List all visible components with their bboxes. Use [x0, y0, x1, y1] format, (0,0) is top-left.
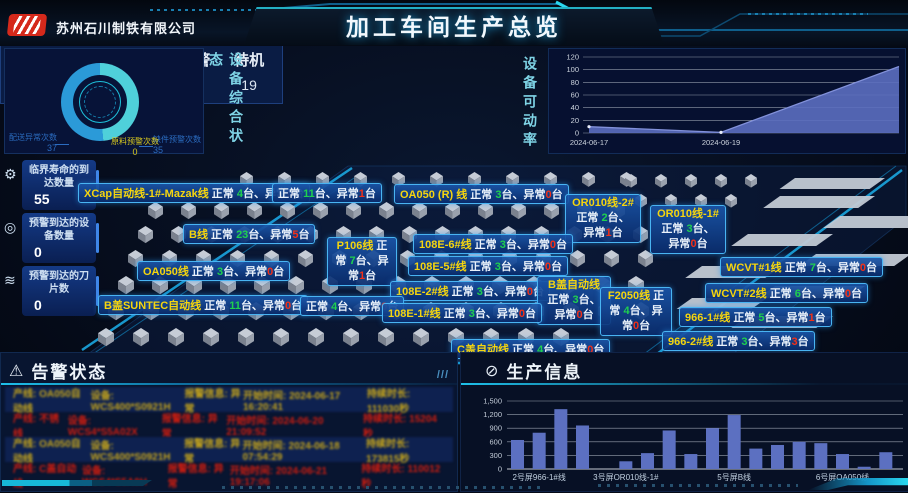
line-chip-P106线[interactable]: P106线 正常 7台、异常1台	[327, 237, 397, 286]
alarm-panel: ⚠ 告警状态 /// 产线: OA050自动线 设备: WCS400*S0921H…	[0, 352, 458, 492]
line-chip-OR010线-2#[interactable]: OR010线-2# 正常 2台、异常1台	[565, 194, 641, 243]
stat-card-critical-life: 临界寿命的到达数量 55	[22, 160, 99, 210]
decor-slashes: ///	[436, 369, 449, 381]
donut-chart	[61, 63, 139, 141]
line-chip-partial-1[interactable]: 正常 11台、异常1台	[272, 183, 382, 203]
line-chip-OR010线-1#[interactable]: OR010线-1# 正常 3台、异常0台	[650, 205, 726, 254]
svg-text:600: 600	[489, 437, 502, 446]
svg-text:5号屏B线: 5号屏B线	[717, 472, 751, 482]
alarm-row: 产线: 不锈线 设备: WCS4*S5A02X 报警信息: 异常 开始时间: 2024…	[13, 413, 437, 440]
svg-text:300: 300	[489, 451, 502, 460]
line-chip-OA050线[interactable]: OA050线 正常 3台、异常0台	[137, 261, 291, 281]
line-chip-108E-2#线[interactable]: 108E-2#线 正常 3台、异常0台	[390, 281, 550, 301]
page-title: 加工车间生产总览	[346, 14, 562, 40]
alarm-panel-title: 告警状态	[31, 363, 108, 382]
svg-text:6号屏OA050线: 6号屏OA050线	[816, 472, 869, 482]
svg-text:900: 900	[489, 424, 502, 433]
device-status-donut-panel: 配送异常次数 37 缺件预警次数 35 原料预警次数 0	[4, 48, 204, 157]
svg-text:60: 60	[571, 91, 579, 100]
header: 苏州石川制铁有限公司 加工车间生产总览	[0, 0, 908, 46]
alarm-row: 产线: OA050自动线 设备: WCS400*S0921H 报警信息: 异常 开始时…	[5, 437, 453, 465]
line-chip-F2050线[interactable]: F2050线 正常 4台、异常0台	[600, 287, 672, 336]
production-panel-title: 生产信息	[506, 363, 583, 382]
donut-label-material: 原料预警次数 0	[111, 137, 159, 158]
decor-scrollbar[interactable]	[2, 480, 152, 486]
panel-underline	[461, 383, 908, 385]
donut-hole	[73, 75, 127, 129]
production-bar-chart: 0 300 600 900 1,200 1,500 2号屏966-1#线 3号屏OR010线-…	[483, 397, 903, 482]
layers-icon: ≋	[4, 272, 16, 288]
svg-text:0: 0	[498, 465, 502, 474]
gear-icon: ⚙	[4, 166, 17, 182]
production-panel: ⊘ 生产信息 0 300 600 900 1,200 1,500 2号屏966-1#线 3号屏…	[460, 352, 908, 492]
svg-text:3号屏OR010线-1#: 3号屏OR010线-1#	[593, 472, 659, 482]
line-chip-B盖自动线[interactable]: B盖自动线 正常 3台、异常0台	[537, 276, 611, 325]
company-name: 苏州石川制铁有限公司	[56, 21, 197, 36]
svg-text:2024-06-17: 2024-06-17	[570, 138, 608, 147]
svg-text:1,500: 1,500	[483, 397, 502, 406]
decor-dotline	[222, 486, 542, 489]
svg-text:80: 80	[571, 78, 579, 87]
svg-text:120: 120	[566, 53, 579, 62]
line-chip-108E-6#线[interactable]: 108E-6#线 正常 3台、异常0台	[413, 234, 573, 254]
svg-text:40: 40	[571, 103, 579, 112]
line-chip-108E-5#线[interactable]: 108E-5#线 正常 3台、异常0台	[408, 256, 568, 276]
no-entry-icon: ⊘	[485, 362, 499, 380]
line-chip-966-2#线[interactable]: 966-2#线 正常 3台、异常3台	[662, 331, 815, 351]
device-status-vertical-label: 设备综合状态	[208, 52, 244, 147]
donut-label-missing: 缺件预警次数 35	[153, 135, 201, 156]
warning-icon: ⚠	[9, 362, 24, 380]
svg-text:2024-06-19: 2024-06-19	[702, 138, 740, 147]
line-chip-108E-1#线[interactable]: 108E-1#线 正常 3台、异常0台	[382, 303, 542, 323]
donut-connector	[55, 144, 69, 145]
line-chip-B盖SUNTEC自动线[interactable]: B盖SUNTEC自动线 正常 11台、异常0台	[98, 295, 309, 315]
line-chip-B线[interactable]: B线 正常 23台、异常5台	[183, 224, 316, 244]
svg-text:0: 0	[575, 129, 579, 138]
page-title-plate: 加工车间生产总览	[244, 7, 664, 45]
availability-vertical-label: 设备可动率	[522, 56, 538, 151]
company-logo	[6, 14, 48, 36]
alarm-row: 产线: OA050自动线 设备: WCS400*S0921H 报警信息: 异常 开始时…	[5, 387, 453, 415]
svg-text:100: 100	[566, 65, 579, 74]
line-chip-WCVT#2线[interactable]: WCVT#2线 正常 6台、异常0台	[705, 283, 868, 303]
alarm-rows: 产线: OA050自动线 设备: WCS400*S0921H 报警信息: 异常 开始时…	[5, 387, 453, 490]
donut-connector	[139, 146, 153, 147]
camera-icon: ◎	[4, 219, 17, 235]
donut-label-delivery: 配送异常次数 37	[9, 133, 57, 154]
line-chip-OA050 (R) 线[interactable]: OA050 (R) 线 正常 3台、异常0台	[394, 184, 569, 204]
line-chip-XCap自动线-1#-Mazak线[interactable]: XCap自动线-1#-Mazak线 正常 4台、异常0台	[78, 183, 311, 203]
decor-dotline	[598, 484, 798, 487]
svg-text:2号屏966-1#线: 2号屏966-1#线	[512, 472, 565, 482]
svg-text:20: 20	[571, 116, 579, 125]
line-chip-966-1#线[interactable]: 966-1#线 正常 5台、异常1台	[679, 307, 832, 327]
donut-decor-ring	[79, 81, 121, 123]
stat-card-warning-blades: 预警到达的刀片数 0	[22, 266, 99, 316]
svg-text:1,200: 1,200	[483, 410, 502, 419]
panel-underline	[1, 383, 457, 385]
availability-chart-panel: 120 100 80 60 40 20 0 2024-06-17 2024-06-19	[548, 48, 906, 154]
stat-card-warning-devices: 预警到达的设备数量 0	[22, 213, 99, 263]
line-chip-WCVT#1线[interactable]: WCVT#1线 正常 7台、异常0台	[720, 257, 883, 277]
